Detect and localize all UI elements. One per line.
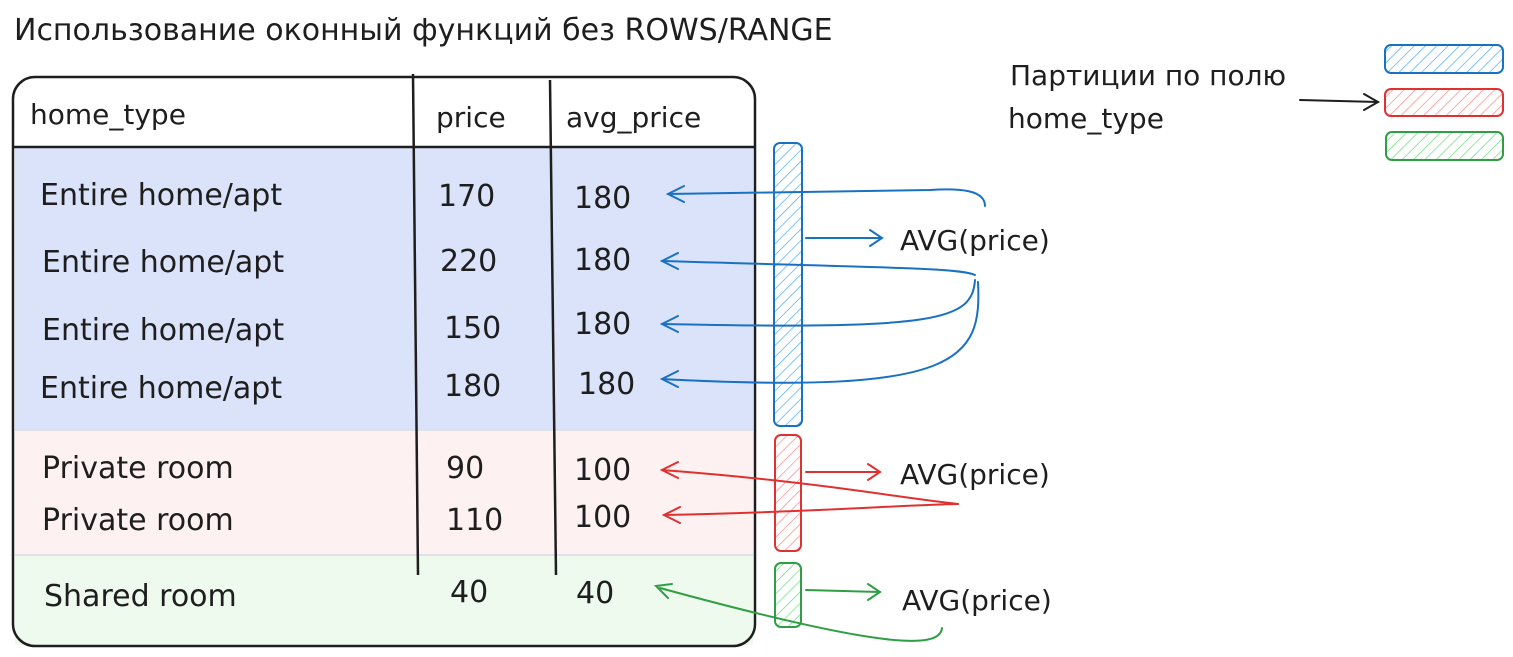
avg-price-cell: 180 [574,181,631,216]
partition-band-private-room [15,430,753,555]
table-row: Shared room 40 40 [44,575,614,614]
arrow-to-avg-green [805,583,882,601]
partition-bar-green [774,562,802,628]
return-arrows-red [659,461,959,524]
price-cell: 170 [438,179,495,214]
price-cell: 90 [446,451,484,486]
price-cell: 180 [444,369,501,404]
legend-swatch-green [1385,131,1504,161]
arrow-to-avg-red [805,463,882,481]
avg-price-cell: 180 [574,243,631,278]
legend-arrow [1299,93,1381,111]
table-row: Private room 110 100 [42,500,631,538]
column-header-avg-price: avg_price [566,101,701,134]
table-frame [11,75,757,648]
legend-label: home_type [1008,102,1164,135]
legend-label: Партиции по полю [1010,59,1286,92]
price-cell: 110 [446,503,503,538]
avg-function-label-red: AVG(price) [900,458,1050,491]
avg-price-cell: 180 [574,307,631,342]
home-type-cell: Entire home/apt [40,178,282,213]
price-cell: 220 [440,244,497,279]
column-header-home-type: home_type [30,98,186,131]
home-type-cell: Entire home/apt [40,371,282,406]
table-row: Entire home/apt 220 180 [42,243,631,280]
table-row: Entire home/apt 170 180 [40,178,631,216]
home-type-cell: Entire home/apt [42,313,284,348]
partition-band-shared-room [15,555,753,645]
column-divider [411,73,420,576]
table-row: Entire home/apt 150 180 [42,307,631,348]
avg-price-cell: 40 [576,576,614,611]
home-type-cell: Private room [42,451,234,486]
partition-band-entire-home [15,148,753,430]
column-divider [548,79,558,576]
arrow-to-avg-blue [805,229,884,247]
avg-price-cell: 100 [574,500,631,535]
price-cell: 40 [450,575,488,610]
home-type-cell: Private room [42,503,234,538]
table-row: Entire home/apt 180 180 [40,367,635,406]
return-arrow-green [653,583,943,642]
legend-swatch-blue [1384,44,1504,74]
price-cell: 150 [444,311,501,346]
avg-function-label-blue: AVG(price) [900,224,1050,257]
avg-function-label-green: AVG(price) [902,584,1052,617]
avg-price-cell: 100 [574,453,631,488]
diagram-title: Использование оконный функций без ROWS/R… [14,13,833,48]
home-type-cell: Shared room [44,579,237,614]
legend-swatch-red [1384,88,1504,117]
avg-price-cell: 180 [578,367,635,402]
return-arrows-blue [659,185,986,388]
column-header-price: price [436,101,506,134]
home-type-cell: Entire home/apt [42,245,284,280]
partition-bar-blue [773,142,803,427]
table-row: Private room 90 100 [42,451,631,488]
partition-bar-red [774,434,802,552]
